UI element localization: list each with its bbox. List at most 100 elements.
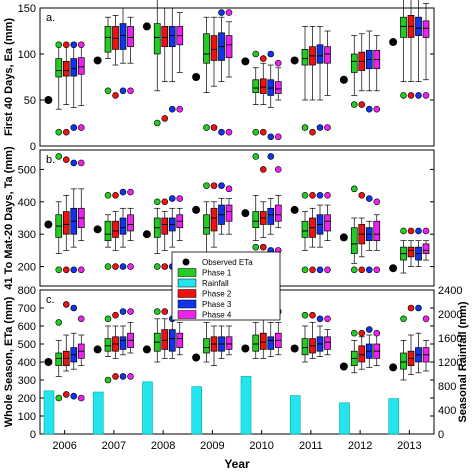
box — [422, 20, 430, 38]
box — [203, 338, 210, 354]
outlier-point — [161, 263, 169, 270]
observed-point — [192, 205, 201, 214]
outlier-point — [168, 195, 176, 202]
box — [77, 57, 85, 75]
observed-point — [44, 96, 53, 104]
outlier-point — [274, 166, 282, 173]
box — [225, 204, 233, 222]
legend-label: Phase 3 — [202, 300, 232, 309]
outlier-point — [316, 124, 324, 131]
box — [225, 336, 233, 350]
box — [112, 220, 119, 238]
outlier-point — [259, 166, 267, 173]
outlier-point — [70, 266, 78, 274]
legend-marker — [177, 278, 197, 288]
rainfall-bar — [142, 381, 153, 435]
y-tick-label: 400 — [18, 197, 36, 209]
legend-marker — [177, 268, 197, 277]
outlier-point — [62, 128, 70, 136]
outlier-point — [218, 9, 225, 16]
x-tick-label: 2012 — [348, 440, 372, 452]
outlier-point — [316, 315, 324, 323]
y-tick-label: 50 — [24, 95, 36, 107]
outlier-point — [210, 124, 218, 131]
box — [324, 336, 331, 350]
observed-point — [192, 353, 201, 362]
x-tick-label: 2007 — [102, 440, 126, 452]
outlier-point — [55, 128, 63, 136]
outlier-point — [252, 50, 260, 58]
observed-point — [339, 362, 348, 371]
box — [301, 49, 309, 66]
rainfall-bar — [43, 390, 55, 435]
outlier-point — [218, 182, 225, 189]
box — [210, 35, 218, 61]
y-tick-label: 600 — [18, 321, 36, 333]
box — [358, 345, 366, 363]
outlier-point — [55, 41, 63, 49]
box — [161, 26, 169, 47]
x-tick-label: 2008 — [151, 440, 175, 452]
outlier-point — [104, 376, 112, 384]
outlier-point — [252, 153, 260, 160]
outlier-point — [77, 159, 85, 167]
box — [119, 336, 127, 350]
outlier-point — [112, 192, 119, 199]
outlier-point — [415, 92, 422, 99]
outlier-point — [104, 263, 112, 270]
outlier-point — [55, 319, 63, 326]
y-tick-label: 0 — [30, 141, 36, 153]
outlier-point — [153, 308, 161, 315]
outlier-point — [153, 263, 161, 270]
outlier-point — [365, 266, 373, 274]
box — [161, 217, 169, 235]
outlier-point — [301, 311, 309, 319]
legend-label: Rainfall — [202, 279, 229, 288]
observed-point — [93, 56, 102, 65]
box — [252, 79, 260, 93]
observed-point — [290, 56, 299, 65]
observed-point — [290, 205, 299, 214]
legend-marker — [182, 258, 190, 266]
outlier-point — [358, 101, 366, 108]
box — [104, 26, 112, 53]
outlier-point — [77, 124, 85, 131]
outlier-point — [274, 59, 282, 67]
outlier-point — [373, 329, 381, 337]
y-tick-label: 100 — [18, 49, 36, 61]
x-tick-label: 2006 — [52, 440, 76, 452]
box — [62, 61, 70, 77]
y-tick-label: 200 — [18, 393, 36, 405]
box — [373, 220, 381, 242]
x-axis-label: Year — [224, 457, 250, 471]
y-axis-label: First 40 Days, Ea (mm) — [3, 18, 15, 136]
box — [400, 16, 407, 38]
y-tick-label: 100 — [18, 411, 36, 423]
outlier-point — [267, 153, 275, 160]
outlier-point — [358, 329, 366, 337]
legend-label: Phase 4 — [202, 311, 232, 320]
outlier-point — [62, 301, 70, 308]
outlier-point — [127, 188, 134, 196]
box — [153, 23, 161, 55]
outlier-point — [161, 308, 169, 315]
outlier-point — [70, 304, 78, 312]
observed-point — [142, 345, 151, 354]
observed-point — [339, 75, 348, 84]
observed-point — [241, 344, 250, 353]
box — [55, 58, 63, 78]
outlier-point — [365, 326, 373, 333]
outlier-point — [112, 373, 119, 380]
outlier-point — [161, 198, 169, 206]
legend-label: Phase 1 — [202, 269, 232, 278]
outlier-point — [301, 192, 309, 199]
legend-marker — [177, 310, 197, 319]
outlier-point — [119, 373, 127, 380]
box — [267, 207, 275, 225]
outlier-point — [104, 192, 112, 199]
outlier-point — [259, 243, 267, 251]
box — [203, 214, 210, 235]
box — [104, 338, 112, 352]
outlier-point — [225, 185, 233, 193]
